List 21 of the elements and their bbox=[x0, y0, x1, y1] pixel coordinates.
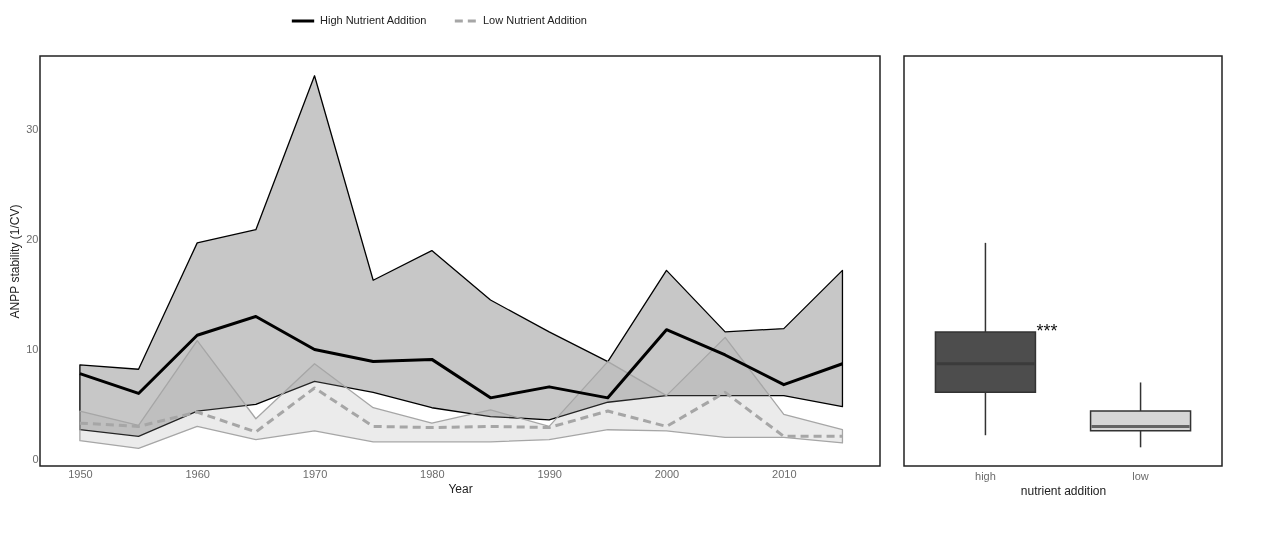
legend-label: High Nutrient Addition bbox=[320, 14, 427, 26]
x-tick-label: high bbox=[975, 469, 996, 482]
line-series bbox=[78, 315, 844, 400]
x-tick-label: 1990 bbox=[537, 467, 562, 480]
annotation: *** bbox=[1036, 320, 1058, 341]
x-tick-label: 2000 bbox=[654, 467, 680, 480]
legend-label: Low Nutrient Addition bbox=[483, 14, 587, 26]
x-tick-label: 1950 bbox=[68, 467, 93, 480]
y-axis-title: ANPP stability (1/CV) bbox=[8, 204, 23, 319]
y-tick-label: 0 bbox=[32, 452, 39, 465]
y-tick-label: 20 bbox=[26, 233, 39, 246]
x-tick-label: 2010 bbox=[772, 467, 797, 480]
x-tick-label: 1960 bbox=[185, 467, 210, 480]
x-axis-title: nutrient addition bbox=[1020, 483, 1107, 498]
x-tick-label: 1970 bbox=[302, 467, 328, 480]
x-axis-title: Year bbox=[448, 481, 473, 496]
line-series bbox=[78, 386, 844, 438]
y-tick-label: 10 bbox=[26, 342, 39, 355]
y-tick-label: 30 bbox=[26, 123, 39, 136]
x-tick-label: 1980 bbox=[420, 467, 445, 480]
x-tick-label: low bbox=[1132, 469, 1149, 482]
